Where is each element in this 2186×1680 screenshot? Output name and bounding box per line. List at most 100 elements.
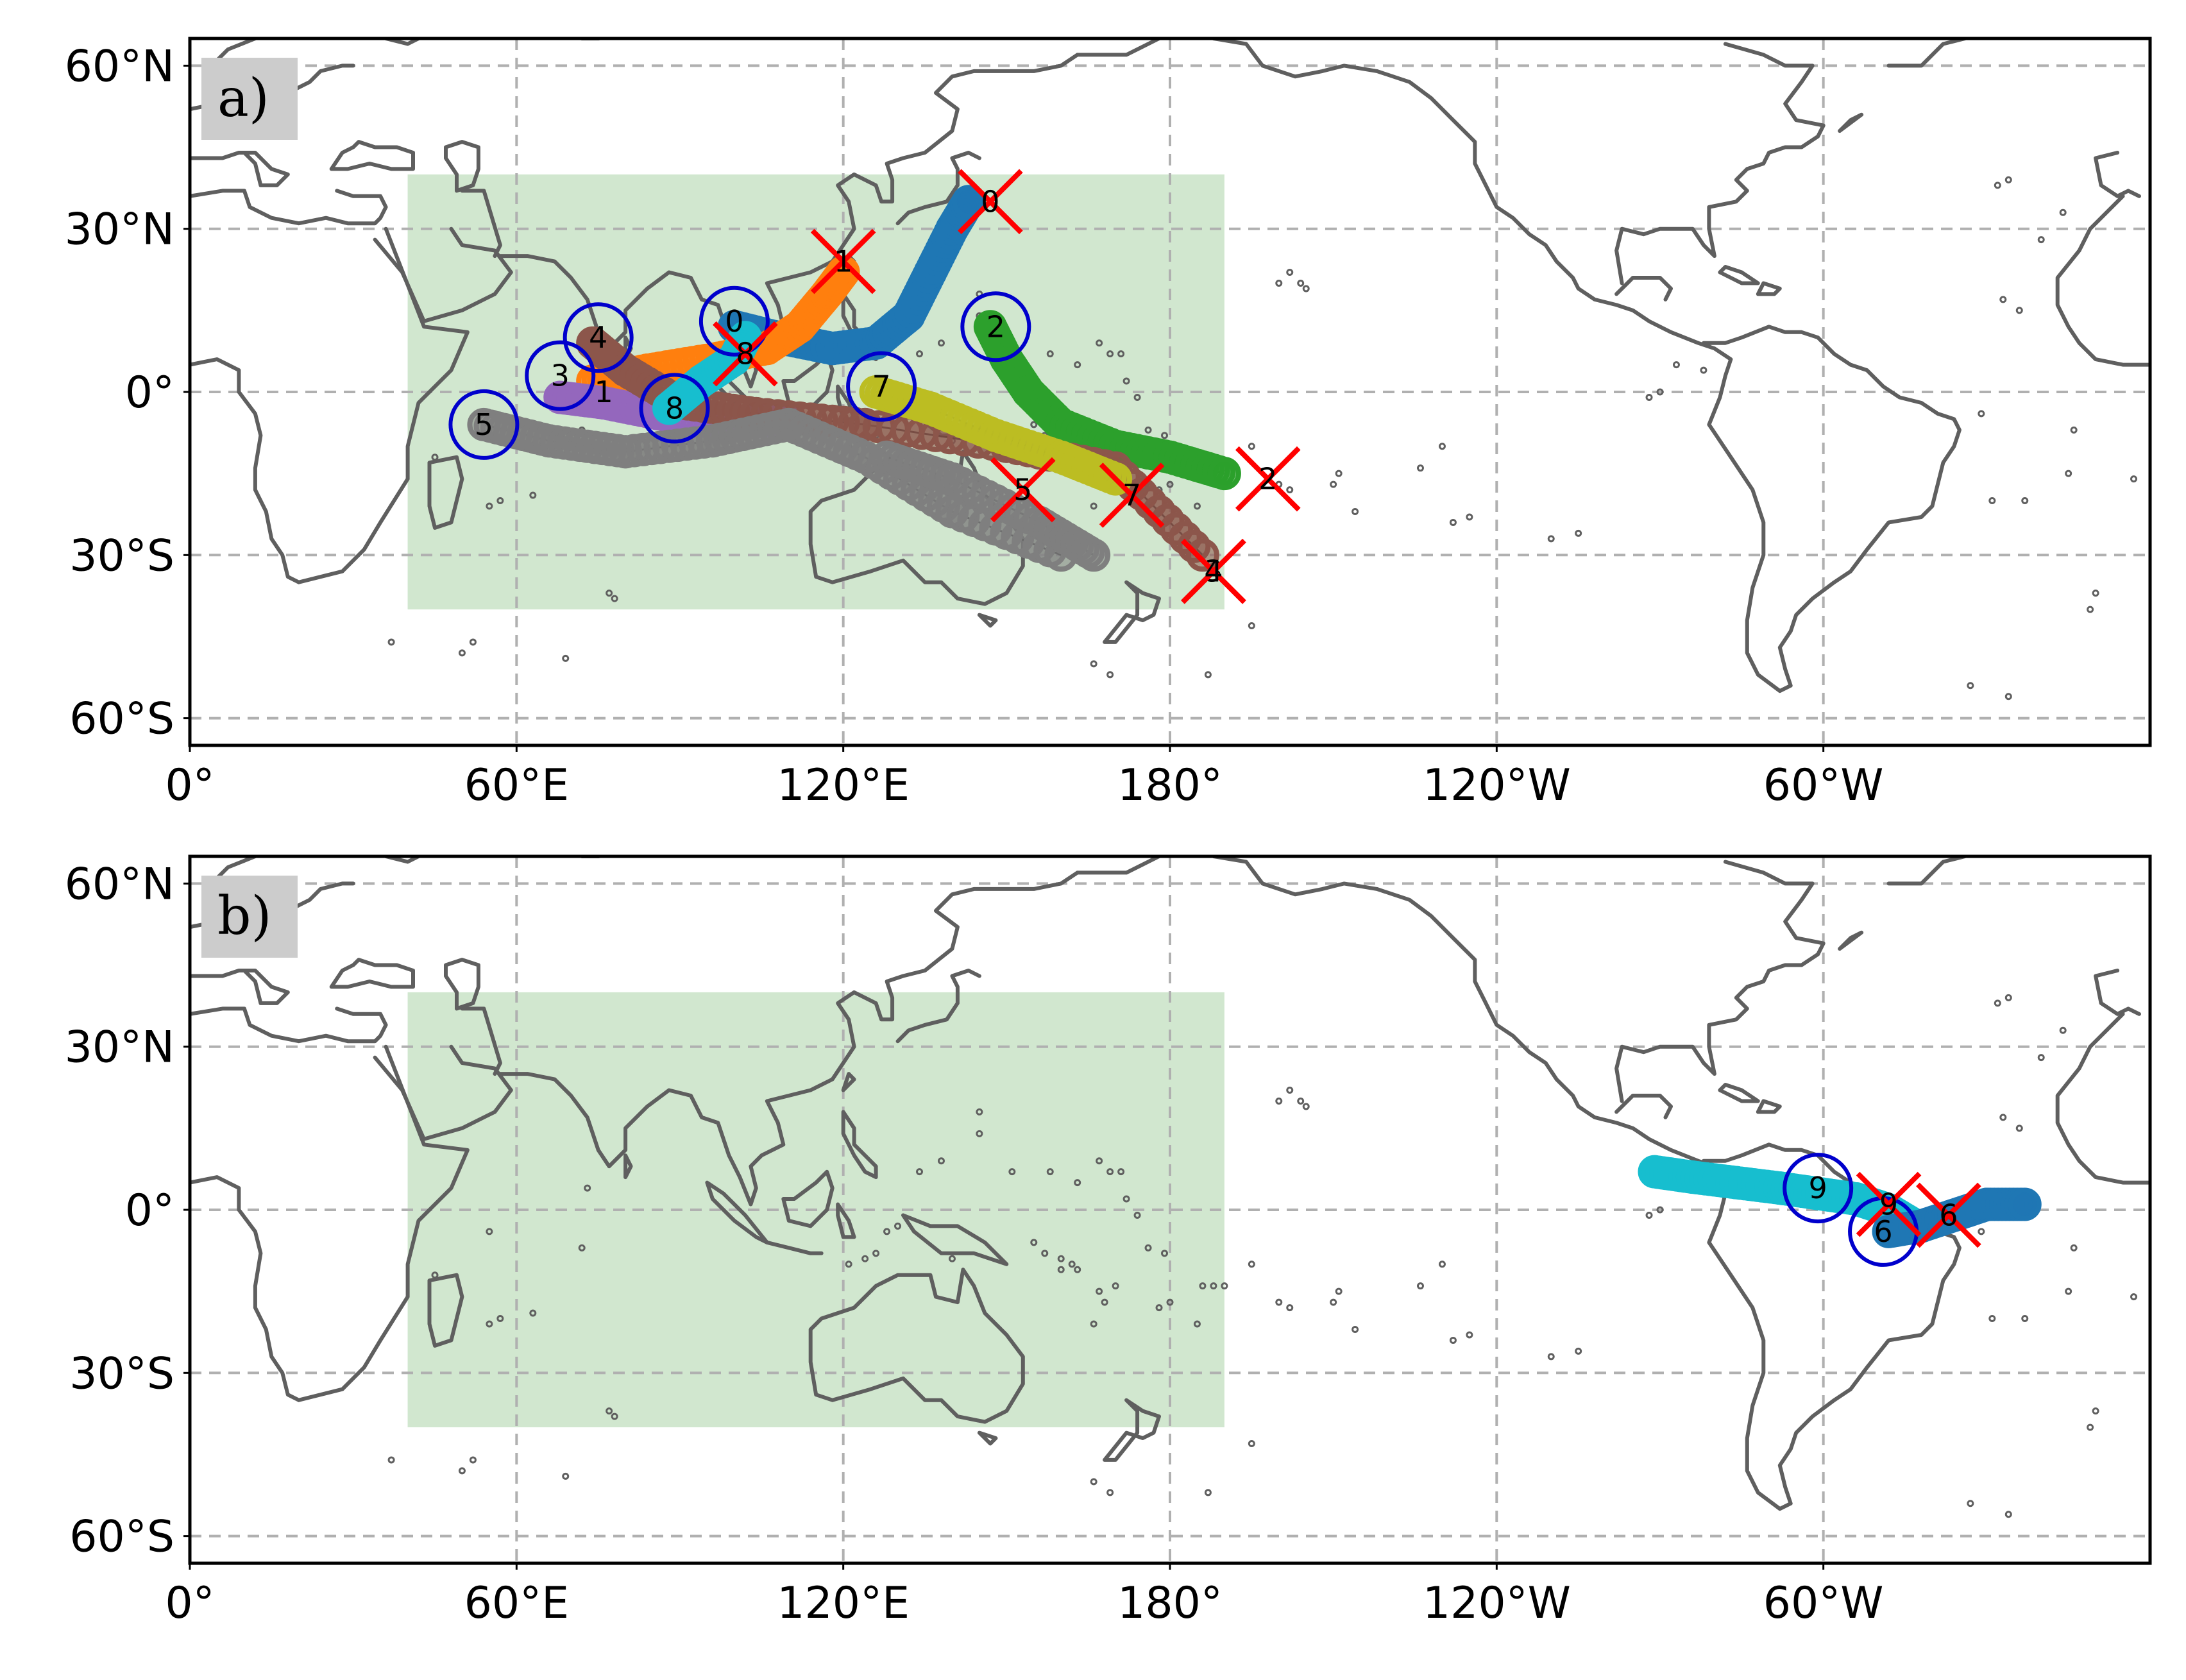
island-outline <box>1161 432 1169 439</box>
island-outline <box>578 1244 586 1252</box>
island-outline <box>1286 486 1294 494</box>
end-cross-8 <box>713 321 778 387</box>
island-outline <box>1967 682 1974 690</box>
y-tick-label: 0° <box>125 1185 174 1236</box>
coastline <box>977 1430 998 1446</box>
start-circle-8 <box>639 373 710 444</box>
coastline <box>2094 151 2141 198</box>
island-outline <box>1645 393 1653 401</box>
island-outline <box>606 1407 613 1415</box>
island-outline <box>486 1320 493 1328</box>
island-outline <box>1161 1250 1169 1257</box>
island-outline <box>1090 1320 1097 1328</box>
island-outline <box>486 502 493 510</box>
island-outline <box>1057 1255 1065 1262</box>
island-outline <box>584 1184 591 1192</box>
island-outline <box>1166 1298 1174 1306</box>
island-outline <box>458 1467 466 1475</box>
island-outline <box>1046 350 1054 358</box>
start-circle-9 <box>1783 1153 1854 1224</box>
coastline <box>808 1268 1025 1424</box>
island-outline <box>1096 339 1103 347</box>
coastline <box>1103 580 1161 644</box>
end-cross-7 <box>1099 462 1165 528</box>
track-label-1: 1 <box>595 375 613 409</box>
coastline <box>329 958 415 989</box>
x-tick-label: 180° <box>1117 760 1223 811</box>
island-outline <box>1123 377 1130 385</box>
island-outline <box>1575 529 1582 537</box>
coastline <box>329 140 415 171</box>
y-tick-label: 60°N <box>65 41 174 92</box>
island-outline <box>1074 1266 1081 1273</box>
coastline <box>836 1202 856 1239</box>
island-outline <box>2059 1026 2067 1034</box>
coastline <box>1718 1083 1760 1103</box>
island-outline <box>1106 1489 1114 1497</box>
start-circle-5 <box>448 389 520 460</box>
start-label-7: 7 <box>872 369 890 404</box>
island-outline <box>1297 279 1305 287</box>
coastline <box>1103 1398 1161 1462</box>
island-outline <box>1090 502 1097 510</box>
coastline <box>1211 38 1961 693</box>
coastline <box>841 1072 856 1092</box>
island-outline <box>883 1228 891 1235</box>
island-outline <box>2059 208 2067 216</box>
island-outline <box>2070 426 2078 434</box>
coastline <box>895 969 981 1044</box>
island-outline <box>611 595 618 602</box>
island-outline <box>2004 1511 2012 1518</box>
island-outline <box>387 1456 395 1464</box>
coastline <box>190 1175 301 1402</box>
x-tick-label: 60°W <box>1763 760 1884 811</box>
island-outline <box>1030 421 1038 428</box>
coastline <box>190 151 290 187</box>
x-tick-label: 120°W <box>1423 760 1571 811</box>
island-outline <box>1193 1320 1201 1328</box>
island-outline <box>1008 1168 1016 1176</box>
island-outline <box>2087 1423 2094 1431</box>
island-outline <box>1416 1282 1424 1290</box>
coastline <box>373 1044 513 1141</box>
start-label-0: 0 <box>725 304 743 339</box>
end-cross-5 <box>990 457 1056 523</box>
coastline <box>623 1153 633 1180</box>
island-outline <box>1994 999 2001 1007</box>
island-outline <box>387 638 395 646</box>
coastline <box>1838 930 1864 951</box>
island-outline <box>2037 236 2045 244</box>
island-outline <box>1112 1282 1119 1290</box>
island-outline <box>1416 464 1424 472</box>
island-outline <box>529 491 537 499</box>
island-outline <box>1330 480 1337 488</box>
coastline <box>444 958 480 1011</box>
island-outline <box>1700 366 1707 374</box>
coastline <box>444 140 480 193</box>
end-cross-6 <box>1916 1182 1981 1248</box>
start-label-9: 9 <box>1809 1171 1827 1205</box>
coastline <box>1718 265 1760 285</box>
island-outline <box>2021 1315 2029 1323</box>
island-outline <box>894 1222 902 1230</box>
coastline <box>1886 38 1967 68</box>
island-outline <box>948 1255 956 1262</box>
end-cross-4 <box>1181 538 1246 604</box>
x-tick-label: 120°E <box>777 1578 910 1629</box>
coastline <box>190 189 388 226</box>
island-outline <box>2037 1054 2045 1062</box>
coastline <box>190 969 290 1005</box>
start-label-5: 5 <box>475 407 493 442</box>
island-outline <box>469 638 477 646</box>
island-outline <box>1057 1266 1065 1273</box>
end-cross-1 <box>810 228 876 294</box>
island-outline <box>1199 1282 1207 1290</box>
island-outline <box>1999 296 2007 303</box>
coastline <box>427 455 464 530</box>
panel-label-box <box>201 58 298 140</box>
island-outline <box>1210 1282 1217 1290</box>
coastline <box>1838 112 1864 133</box>
island-outline <box>2092 590 2099 597</box>
island-outline <box>458 649 466 657</box>
